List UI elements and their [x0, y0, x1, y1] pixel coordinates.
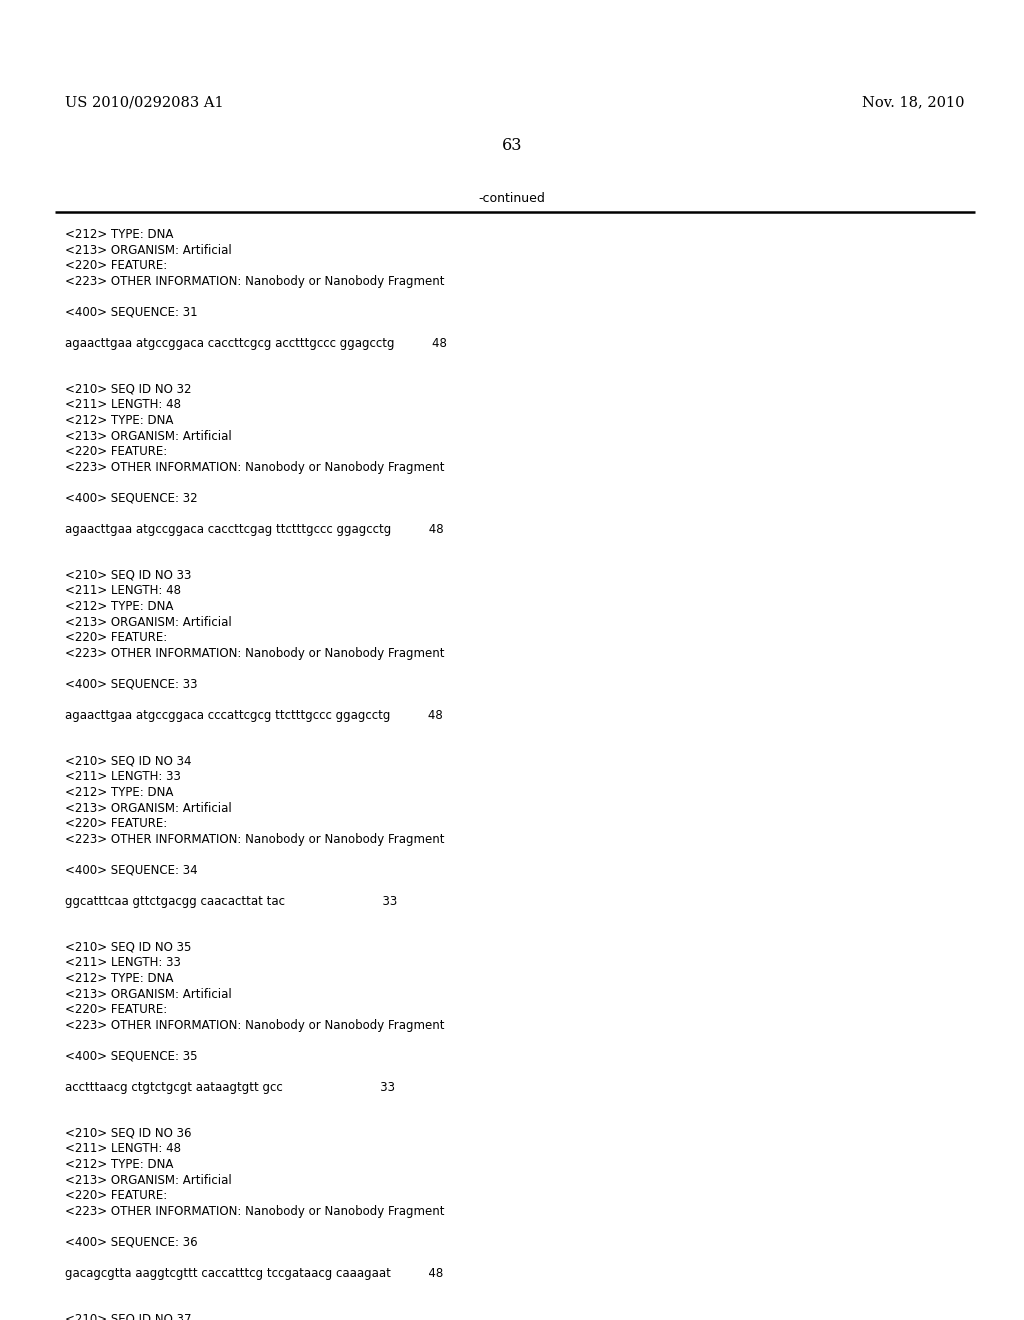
Text: <211> LENGTH: 48: <211> LENGTH: 48: [65, 1143, 181, 1155]
Text: <400> SEQUENCE: 33: <400> SEQUENCE: 33: [65, 677, 198, 690]
Text: agaacttgaa atgccggaca caccttcgcg acctttgccc ggagcctg          48: agaacttgaa atgccggaca caccttcgcg acctttg…: [65, 337, 446, 350]
Text: <210> SEQ ID NO 37: <210> SEQ ID NO 37: [65, 1313, 191, 1320]
Text: <212> TYPE: DNA: <212> TYPE: DNA: [65, 1158, 173, 1171]
Text: <213> ORGANISM: Artificial: <213> ORGANISM: Artificial: [65, 615, 231, 628]
Text: <212> TYPE: DNA: <212> TYPE: DNA: [65, 972, 173, 985]
Text: -continued: -continued: [478, 191, 546, 205]
Text: <213> ORGANISM: Artificial: <213> ORGANISM: Artificial: [65, 987, 231, 1001]
Text: <220> FEATURE:: <220> FEATURE:: [65, 817, 167, 830]
Text: <220> FEATURE:: <220> FEATURE:: [65, 1003, 167, 1016]
Text: <210> SEQ ID NO 35: <210> SEQ ID NO 35: [65, 941, 191, 954]
Text: <211> LENGTH: 48: <211> LENGTH: 48: [65, 399, 181, 412]
Text: <212> TYPE: DNA: <212> TYPE: DNA: [65, 414, 173, 426]
Text: <213> ORGANISM: Artificial: <213> ORGANISM: Artificial: [65, 243, 231, 256]
Text: <213> ORGANISM: Artificial: <213> ORGANISM: Artificial: [65, 429, 231, 442]
Text: <212> TYPE: DNA: <212> TYPE: DNA: [65, 785, 173, 799]
Text: <220> FEATURE:: <220> FEATURE:: [65, 631, 167, 644]
Text: agaacttgaa atgccggaca caccttcgag ttctttgccc ggagcctg          48: agaacttgaa atgccggaca caccttcgag ttctttg…: [65, 523, 443, 536]
Text: <211> LENGTH: 33: <211> LENGTH: 33: [65, 771, 181, 784]
Text: <400> SEQUENCE: 35: <400> SEQUENCE: 35: [65, 1049, 198, 1063]
Text: <220> FEATURE:: <220> FEATURE:: [65, 1189, 167, 1203]
Text: <210> SEQ ID NO 36: <210> SEQ ID NO 36: [65, 1127, 191, 1140]
Text: <212> TYPE: DNA: <212> TYPE: DNA: [65, 601, 173, 612]
Text: <400> SEQUENCE: 31: <400> SEQUENCE: 31: [65, 305, 198, 318]
Text: <400> SEQUENCE: 32: <400> SEQUENCE: 32: [65, 491, 198, 504]
Text: <220> FEATURE:: <220> FEATURE:: [65, 259, 167, 272]
Text: acctttaacg ctgtctgcgt aataagtgtt gcc                          33: acctttaacg ctgtctgcgt aataagtgtt gcc 33: [65, 1081, 395, 1093]
Text: agaacttgaa atgccggaca cccattcgcg ttctttgccc ggagcctg          48: agaacttgaa atgccggaca cccattcgcg ttctttg…: [65, 709, 442, 722]
Text: 63: 63: [502, 137, 522, 154]
Text: US 2010/0292083 A1: US 2010/0292083 A1: [65, 95, 223, 110]
Text: <400> SEQUENCE: 34: <400> SEQUENCE: 34: [65, 863, 198, 876]
Text: Nov. 18, 2010: Nov. 18, 2010: [862, 95, 965, 110]
Text: <211> LENGTH: 33: <211> LENGTH: 33: [65, 957, 181, 969]
Text: <213> ORGANISM: Artificial: <213> ORGANISM: Artificial: [65, 801, 231, 814]
Text: <223> OTHER INFORMATION: Nanobody or Nanobody Fragment: <223> OTHER INFORMATION: Nanobody or Nan…: [65, 1204, 444, 1217]
Text: <210> SEQ ID NO 32: <210> SEQ ID NO 32: [65, 383, 191, 396]
Text: gacagcgtta aaggtcgttt caccatttcg tccgataacg caaagaat          48: gacagcgtta aaggtcgttt caccatttcg tccgata…: [65, 1266, 443, 1279]
Text: <211> LENGTH: 48: <211> LENGTH: 48: [65, 585, 181, 598]
Text: <223> OTHER INFORMATION: Nanobody or Nanobody Fragment: <223> OTHER INFORMATION: Nanobody or Nan…: [65, 647, 444, 660]
Text: <223> OTHER INFORMATION: Nanobody or Nanobody Fragment: <223> OTHER INFORMATION: Nanobody or Nan…: [65, 833, 444, 846]
Text: <210> SEQ ID NO 33: <210> SEQ ID NO 33: [65, 569, 191, 582]
Text: <400> SEQUENCE: 36: <400> SEQUENCE: 36: [65, 1236, 198, 1249]
Text: <220> FEATURE:: <220> FEATURE:: [65, 445, 167, 458]
Text: <210> SEQ ID NO 34: <210> SEQ ID NO 34: [65, 755, 191, 768]
Text: <223> OTHER INFORMATION: Nanobody or Nanobody Fragment: <223> OTHER INFORMATION: Nanobody or Nan…: [65, 461, 444, 474]
Text: <212> TYPE: DNA: <212> TYPE: DNA: [65, 228, 173, 242]
Text: <213> ORGANISM: Artificial: <213> ORGANISM: Artificial: [65, 1173, 231, 1187]
Text: ggcatttcaa gttctgacgg caacacttat tac                          33: ggcatttcaa gttctgacgg caacacttat tac 33: [65, 895, 397, 908]
Text: <223> OTHER INFORMATION: Nanobody or Nanobody Fragment: <223> OTHER INFORMATION: Nanobody or Nan…: [65, 1019, 444, 1031]
Text: <223> OTHER INFORMATION: Nanobody or Nanobody Fragment: <223> OTHER INFORMATION: Nanobody or Nan…: [65, 275, 444, 288]
